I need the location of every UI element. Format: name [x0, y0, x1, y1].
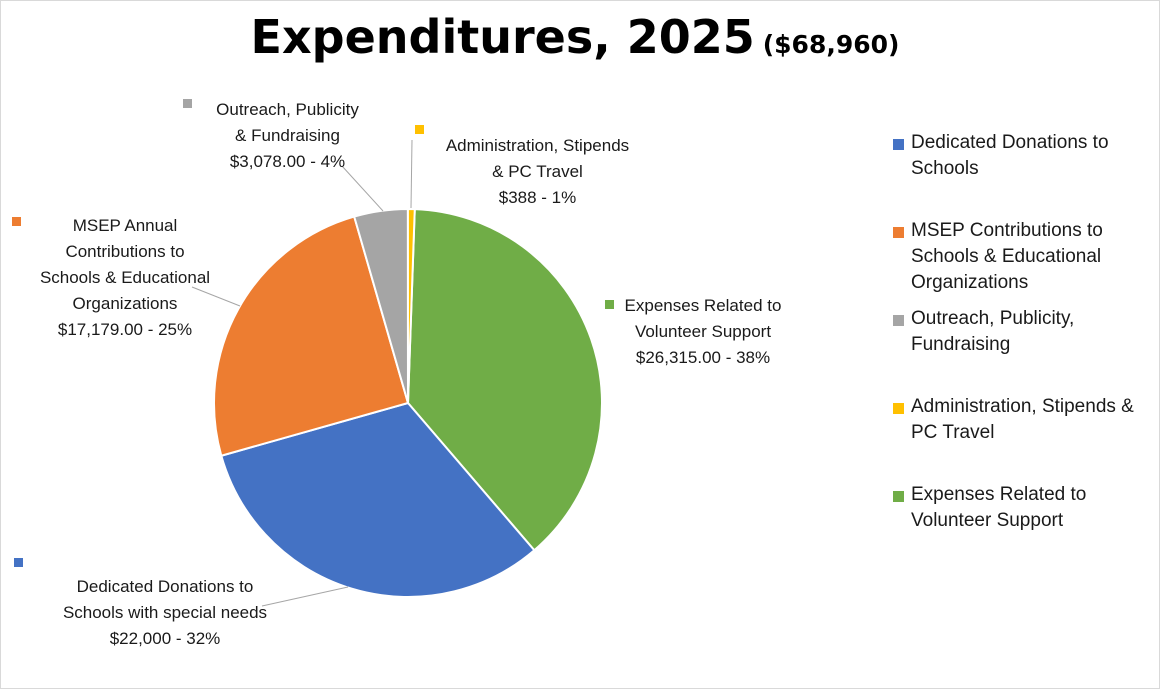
data-label-line: $22,000 - 32%: [109, 629, 221, 648]
legend-label-line: Outreach, Publicity,: [911, 308, 1075, 329]
legend-label-line: MSEP Contributions to: [911, 220, 1103, 241]
data-label-line: $17,179.00 - 25%: [57, 320, 193, 339]
legend-swatch: [893, 315, 904, 326]
legend-label-line: Fundraising: [911, 334, 1011, 355]
legend-swatch: [893, 139, 904, 150]
pie-slice-dedicated-donations-to-schools: [220, 401, 536, 598]
data-label-marker: [605, 300, 614, 309]
legend-label-line: PC Travel: [911, 422, 995, 443]
data-label-line: Volunteer Support: [634, 322, 772, 341]
data-label-marker: [415, 125, 424, 134]
data-label: Administration, Stipends & PC Travel $388 …: [425, 133, 650, 211]
legend-label-line: Expenses Related to: [911, 484, 1087, 505]
legend-label: MSEP Contributions to Schools & Education…: [911, 218, 1160, 296]
data-label-line: Outreach, Publicity: [216, 100, 359, 119]
legend-label: Outreach, Publicity, Fundraising: [911, 306, 1160, 358]
leader-line: [341, 165, 384, 212]
data-label-line: Organizations: [72, 294, 178, 313]
data-label: MSEP Annual Contributions to Schools & Edu…: [20, 213, 230, 343]
legend-swatch: [893, 403, 904, 414]
chart-title-total: ($68,960): [762, 30, 900, 59]
legend-label-line: Schools: [911, 158, 979, 179]
data-label: Outreach, Publicity & Fundraising $3,078.0…: [195, 97, 380, 175]
data-label-line: Schools with special needs: [62, 603, 268, 622]
legend-label-line: Dedicated Donations to: [911, 132, 1109, 153]
data-label-marker: [12, 217, 21, 226]
chart-title: Expenditures, 2025 ($68,960): [0, 10, 1150, 64]
data-label-line: Contributions to: [65, 242, 185, 261]
data-label-line: Schools & Educational: [39, 268, 211, 287]
pie-slice-msep-contributions-to-schools-educational-organizations: [213, 215, 410, 457]
data-label-marker: [183, 99, 192, 108]
legend-label: Dedicated Donations to Schools: [911, 130, 1160, 182]
leader-line: [191, 286, 241, 307]
data-label-line: & PC Travel: [492, 162, 583, 181]
legend-label: Administration, Stipends & PC Travel: [911, 394, 1160, 446]
data-label-line: Administration, Stipends: [445, 136, 630, 155]
leader-line: [410, 139, 413, 209]
legend-label-line: Schools & Educational: [911, 246, 1102, 267]
data-label-line: MSEP Annual: [72, 216, 178, 235]
data-label-marker: [14, 558, 23, 567]
leader-line: [261, 586, 349, 607]
pie-slice-expenses-related-to-volunteer-support: [406, 208, 603, 552]
data-label-line: $388 - 1%: [498, 188, 577, 207]
pie-slice-administration-stipends-pc-travel: [406, 207, 416, 404]
legend-label: Expenses Related to Volunteer Support: [911, 482, 1160, 534]
data-label: Dedicated Donations to Schools with speci…: [40, 574, 290, 652]
data-label-line: Dedicated Donations to: [76, 577, 254, 596]
data-label-line: $26,315.00 - 38%: [635, 348, 771, 367]
data-label-line: & Fundraising: [235, 126, 340, 145]
data-label-line: Expenses Related to: [624, 296, 782, 315]
legend-label-line: Administration, Stipends &: [911, 396, 1134, 417]
legend-label-line: Volunteer Support: [911, 510, 1064, 531]
data-label: Expenses Related to Volunteer Support $26,…: [598, 293, 808, 371]
data-label-line: $3,078.00 - 4%: [229, 152, 346, 171]
legend-swatch: [893, 491, 904, 502]
legend-label-line: Organizations: [911, 272, 1029, 293]
chart-title-main: Expenditures, 2025: [250, 10, 755, 64]
legend-swatch: [893, 227, 904, 238]
